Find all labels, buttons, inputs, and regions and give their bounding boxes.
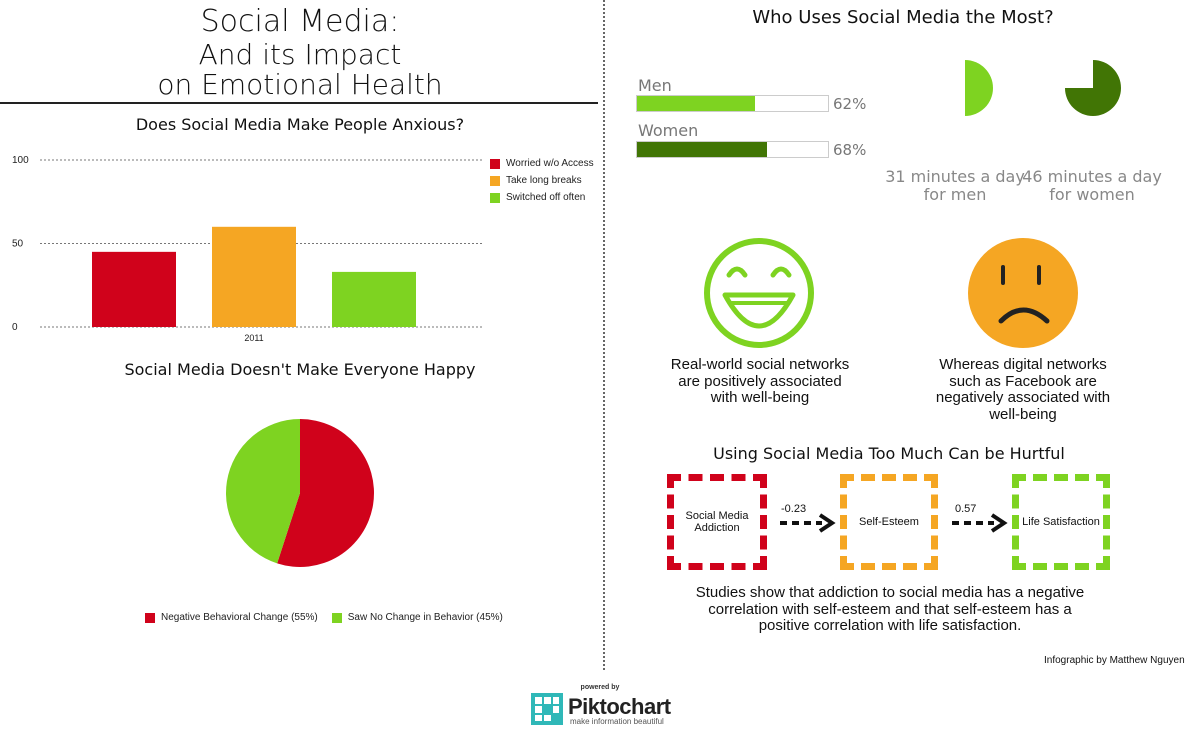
women-minutes-line2: for women (1049, 185, 1135, 205)
bar-take-long-breaks (212, 226, 296, 327)
bar-worried-w-o-access (92, 251, 176, 327)
summary-text: Studies show that addiction to social me… (695, 584, 1085, 634)
y-tick-label: 0 (12, 322, 18, 333)
brand-tagline: make information beautiful (570, 717, 664, 726)
men-minutes-line2: for men (923, 185, 987, 205)
title-line-1: Social Media: (200, 4, 400, 39)
legend-item-breaks: Take long breaks (490, 175, 594, 186)
pie-slice-no-change (225, 419, 300, 564)
sad-face-icon (968, 238, 1078, 348)
anxious-heading: Does Social Media Make People Anxious? (135, 115, 465, 134)
negative-caption: Whereas digital networks such as Faceboo… (935, 356, 1111, 423)
x-tick-label: 2011 (244, 333, 263, 343)
legend-item-worried: Worried w/o Access (490, 158, 594, 169)
men-minutes-line1: 31 minutes a day (885, 167, 1025, 186)
hurtful-heading: Using Social Media Too Much Can be Hurtf… (713, 444, 1065, 463)
happy-pie-chart (225, 419, 374, 567)
men-progress-track (636, 95, 829, 112)
women-percent: 68% (833, 141, 867, 159)
anxious-bar-chart: 0 50 100 2011 (12, 155, 483, 343)
women-minutes-line1: 46 minutes a day (1022, 167, 1162, 186)
women-progress-track (636, 141, 829, 158)
legend-swatch (490, 175, 500, 186)
positive-caption: Real-world social networks are positivel… (670, 356, 850, 406)
men-label: Men (638, 76, 672, 95)
legend-swatch (490, 192, 500, 203)
legend-item-no-change: Saw No Change in Behavior (45%) (331, 612, 503, 623)
legend-label: Negative Behavioral Change (55%) (161, 612, 318, 623)
life-satisfaction-box: Life Satisfaction (1012, 474, 1110, 570)
legend-swatch (331, 612, 342, 623)
pie-legend: Negative Behavioral Change (55%) Saw No … (145, 612, 503, 623)
arrow-right-icon (780, 513, 836, 533)
column-divider (603, 0, 605, 670)
brand-name: Piktochart (568, 694, 671, 719)
legend-swatch (490, 158, 500, 169)
arrow-right-icon (952, 513, 1008, 533)
powered-by: powered by (580, 684, 620, 691)
legend-item-switched: Switched off often (490, 192, 594, 203)
women-pie-slice (1065, 60, 1121, 116)
bar-legend: Worried w/o Access Take long breaks Swit… (490, 158, 594, 203)
legend-label: Take long breaks (506, 175, 582, 186)
men-minutes: 31 minutes a day for men (885, 167, 1025, 205)
y-tick-label: 50 (12, 239, 24, 250)
y-tick-label: 100 (12, 155, 29, 166)
legend-label: Switched off often (506, 192, 586, 203)
women-minutes: 46 minutes a day for women (1022, 167, 1162, 205)
legend-swatch (145, 612, 155, 623)
legend-label: Saw No Change in Behavior (45%) (347, 612, 503, 623)
credit-text: Infographic by Matthew Nguyen (1044, 655, 1185, 666)
who-heading: Who Uses Social Media the Most? (752, 7, 1054, 28)
men-minutes-pie (965, 60, 993, 116)
women-minutes-pie (1065, 60, 1121, 116)
addiction-box: Social Media Addiction (667, 474, 767, 570)
correlation-1: -0.23 (781, 503, 807, 515)
men-pie-slice (965, 60, 993, 116)
legend-label: Worried w/o Access (506, 158, 594, 169)
legend-item-negative: Negative Behavioral Change (55%) (145, 612, 318, 623)
pie-slice-negative (277, 419, 374, 567)
title-line-2: And its Impact (198, 38, 402, 71)
men-percent: 62% (833, 95, 867, 113)
women-label: Women (638, 121, 699, 140)
women-progress-fill (637, 142, 767, 157)
self-esteem-box: Self-Esteem (840, 474, 938, 570)
smiley-face-icon (704, 238, 814, 348)
title-rule (0, 102, 598, 104)
piktochart-logo-icon (531, 693, 563, 725)
bar-switched-off-often (332, 271, 416, 327)
men-progress-fill (637, 96, 756, 111)
happy-heading: Social Media Doesn't Make Everyone Happy (124, 360, 476, 379)
correlation-2: 0.57 (955, 503, 977, 515)
title-line-3: on Emotional Health (157, 68, 443, 101)
